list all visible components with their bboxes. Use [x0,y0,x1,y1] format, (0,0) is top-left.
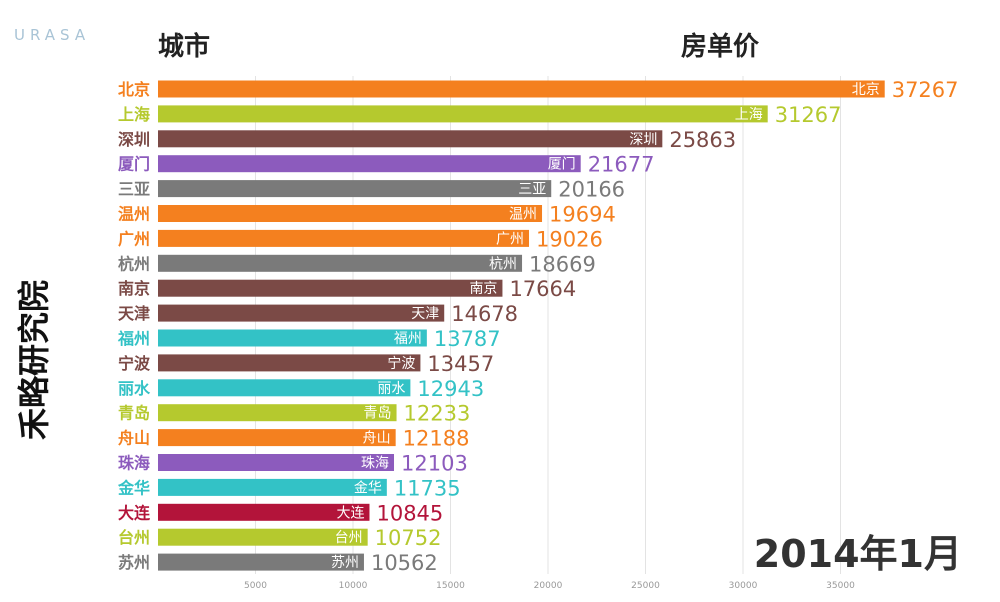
bar [158,503,370,521]
bar-city-label: 深圳 [629,132,657,148]
x-tick-label: 5000 [244,581,267,591]
bar-city-label: 广州 [496,231,524,247]
bar-value-label: 10845 [376,501,443,525]
bar-value-label: 10562 [371,551,438,575]
bar [158,80,885,98]
bar [158,553,364,571]
city-label: 金华 [117,478,150,497]
bar [158,279,503,297]
city-label: 三亚 [118,180,150,199]
x-tick-label: 20000 [534,581,563,591]
bar [158,155,581,173]
bar-value-label: 13457 [427,352,494,376]
bar-city-label: 杭州 [489,256,517,272]
bar-value-label: 25863 [669,128,736,152]
bar-city-label: 珠海 [361,456,389,472]
city-label: 温州 [117,205,150,224]
bar-value-label: 21677 [588,153,655,177]
bar-city-label: 北京 [852,82,880,98]
bar-value-label: 12233 [404,402,471,426]
bar-city-label: 苏州 [331,555,359,571]
city-label: 杭州 [118,254,150,273]
bar [158,130,663,148]
bar [158,354,421,372]
bar [158,180,552,198]
bar-value-label: 12943 [417,377,484,401]
bar-city-label: 丽水 [377,381,405,397]
bar-value-label: 10752 [375,526,442,550]
bar-value-label: 12103 [401,452,468,476]
city-label: 丽水 [118,379,151,398]
watermark-logo: URASA [14,26,91,44]
city-label: 北京 [118,80,150,99]
bar-value-label: 19694 [549,203,616,227]
city-label: 舟山 [118,429,150,448]
bar [158,229,530,247]
bar [158,105,768,123]
bar [158,329,427,347]
bar-value-label: 14678 [451,302,518,326]
city-label: 厦门 [118,155,150,174]
bar-value-label: 37267 [892,78,959,102]
bar-value-label: 19026 [536,227,603,251]
x-tick-label: 35000 [826,581,855,591]
city-label: 上海 [118,105,150,124]
bar-city-label: 青岛 [364,406,392,422]
city-label: 福州 [117,329,150,348]
bar-city-label: 厦门 [548,157,576,173]
bar [158,205,543,222]
city-label: 珠海 [118,454,150,473]
bar-value-label: 13787 [434,327,501,351]
bar-city-label: 大连 [336,505,364,521]
bar [158,478,387,496]
bar-city-label: 南京 [469,281,497,297]
bar [158,404,397,422]
bar-city-label: 上海 [735,107,763,123]
column-header-city: 城市 [158,32,211,62]
bar-value-label: 12188 [403,427,470,451]
bar-city-label: 温州 [509,207,537,223]
x-tick-label: 15000 [436,581,465,591]
bar [158,528,368,546]
city-label: 广州 [118,229,150,248]
bar-city-label: 天津 [411,306,439,322]
x-tick-label: 25000 [631,581,660,591]
bar-city-label: 舟山 [363,431,391,447]
bar-city-label: 台州 [335,530,363,546]
bar [158,304,445,322]
column-header-price: 房单价 [681,32,760,62]
bar-city-label: 宁波 [387,355,415,372]
city-label: 天津 [118,304,150,323]
city-label: 南京 [118,279,150,298]
bar-value-label: 17664 [509,277,576,301]
bar [158,454,395,471]
city-label: 台州 [118,528,150,547]
bar-value-label: 11735 [394,476,461,500]
bar-value-label: 31267 [775,103,842,127]
period-label: 2014年1月 [753,532,962,576]
x-tick-label: 10000 [339,581,368,591]
city-label: 大连 [118,503,151,522]
bar-value-label: 20166 [558,178,625,202]
bar-value-label: 18669 [529,252,596,276]
bar-city-label: 三亚 [518,182,546,198]
bar-city-label: 金华 [354,480,382,496]
bar [158,429,396,447]
city-label: 苏州 [118,553,150,572]
bar-city-label: 福州 [394,331,422,347]
x-tick-label: 30000 [729,581,758,591]
city-label: 青岛 [118,404,150,423]
city-label: 深圳 [118,130,150,149]
bar [158,379,411,397]
bar [158,254,523,272]
city-label: 宁波 [118,354,151,373]
